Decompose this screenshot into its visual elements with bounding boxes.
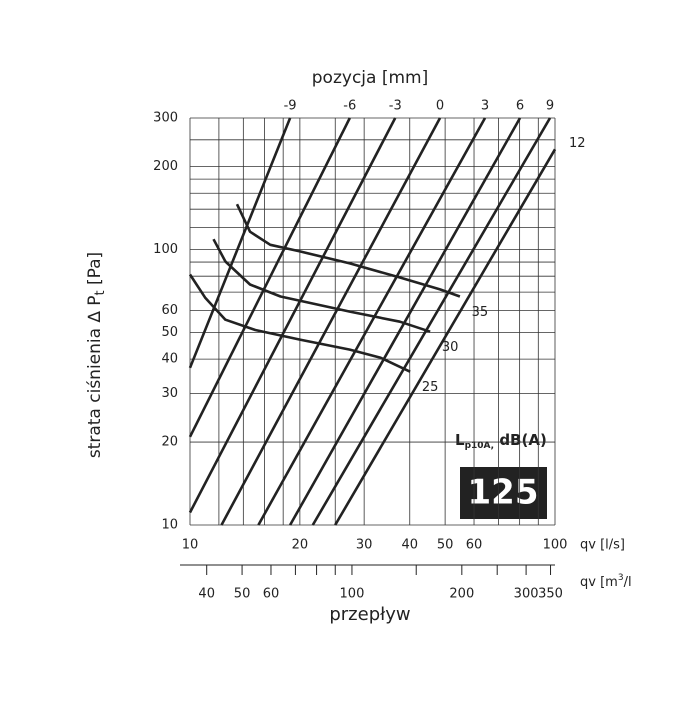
y-tick-label: 100	[153, 242, 178, 257]
bottom-label: przepływ	[329, 604, 410, 625]
y-label-main: strata ciśnienia ∆ P	[85, 296, 105, 459]
x2-tick-label: 200	[449, 587, 474, 602]
x2-axis-label: qv [m3/l	[580, 573, 632, 590]
position-label: -9	[284, 99, 297, 114]
x2-tick-label: 40	[198, 587, 215, 602]
noise-level-label: 30	[442, 340, 459, 355]
position-line	[220, 117, 442, 526]
noise-level-label: 35	[472, 305, 489, 320]
y-label-sub: t	[93, 290, 108, 295]
x-tick-label: 30	[356, 538, 373, 553]
x2-label-end: /l	[624, 575, 632, 590]
x2-label-main: qv [m	[580, 575, 618, 590]
position-label: 0	[436, 99, 444, 114]
x2-label-sup: 3	[618, 573, 624, 583]
x2-tick-label: 100	[340, 587, 365, 602]
noise-label-unit: dB(A)	[494, 431, 547, 449]
noise-label: Lp10A, dB(A)	[455, 431, 547, 451]
y-tick-label: 60	[161, 303, 178, 318]
noise-curve	[212, 238, 431, 333]
noise-curve	[235, 203, 461, 298]
position-label: 9	[546, 99, 554, 114]
y-tick-label: 200	[153, 159, 178, 174]
position-line	[188, 117, 397, 514]
x2-tick-label: 350	[538, 587, 563, 602]
position-label: 3	[481, 99, 489, 114]
x-tick-label: 40	[401, 538, 418, 553]
y-tick-label: 300	[153, 111, 178, 126]
x2-tick-label: 60	[263, 587, 280, 602]
noise-label-sub: p10A,	[465, 441, 495, 451]
x-tick-label: 10	[182, 538, 199, 553]
size-badge: 125	[468, 473, 539, 513]
position-line	[311, 117, 552, 526]
y-tick-label: 50	[161, 325, 178, 340]
y-tick-label: 40	[161, 352, 178, 367]
position-line	[288, 117, 522, 526]
size-badge-box	[460, 467, 547, 519]
position-label: 6	[516, 99, 524, 114]
x-tick-label: 50	[437, 538, 454, 553]
x-axis-label: qv [l/s]	[580, 538, 625, 553]
x-tick-label: 100	[543, 538, 568, 553]
position-line	[188, 117, 292, 369]
y-label-unit: [Pa]	[85, 252, 105, 291]
top-label: pozycja [mm]	[312, 68, 428, 88]
position-label: -6	[343, 99, 356, 114]
y-axis-label: strata ciśnienia ∆ Pt [Pa]	[85, 252, 108, 458]
position-label: -3	[389, 99, 402, 114]
noise-label-main: L	[455, 431, 465, 449]
position-line	[188, 117, 351, 438]
x2-tick-label: 300	[514, 587, 539, 602]
position-line	[257, 117, 487, 526]
position-label: 12	[569, 136, 586, 151]
noise-curve	[188, 273, 411, 373]
y-tick-label: 30	[161, 386, 178, 401]
x2-tick-label: 50	[234, 587, 251, 602]
y-tick-label: 20	[161, 435, 178, 450]
position-line	[334, 148, 557, 526]
x-tick-label: 60	[466, 538, 483, 553]
noise-level-label: 25	[422, 380, 439, 395]
y-tick-label: 10	[161, 518, 178, 533]
x-tick-label: 20	[292, 538, 309, 553]
